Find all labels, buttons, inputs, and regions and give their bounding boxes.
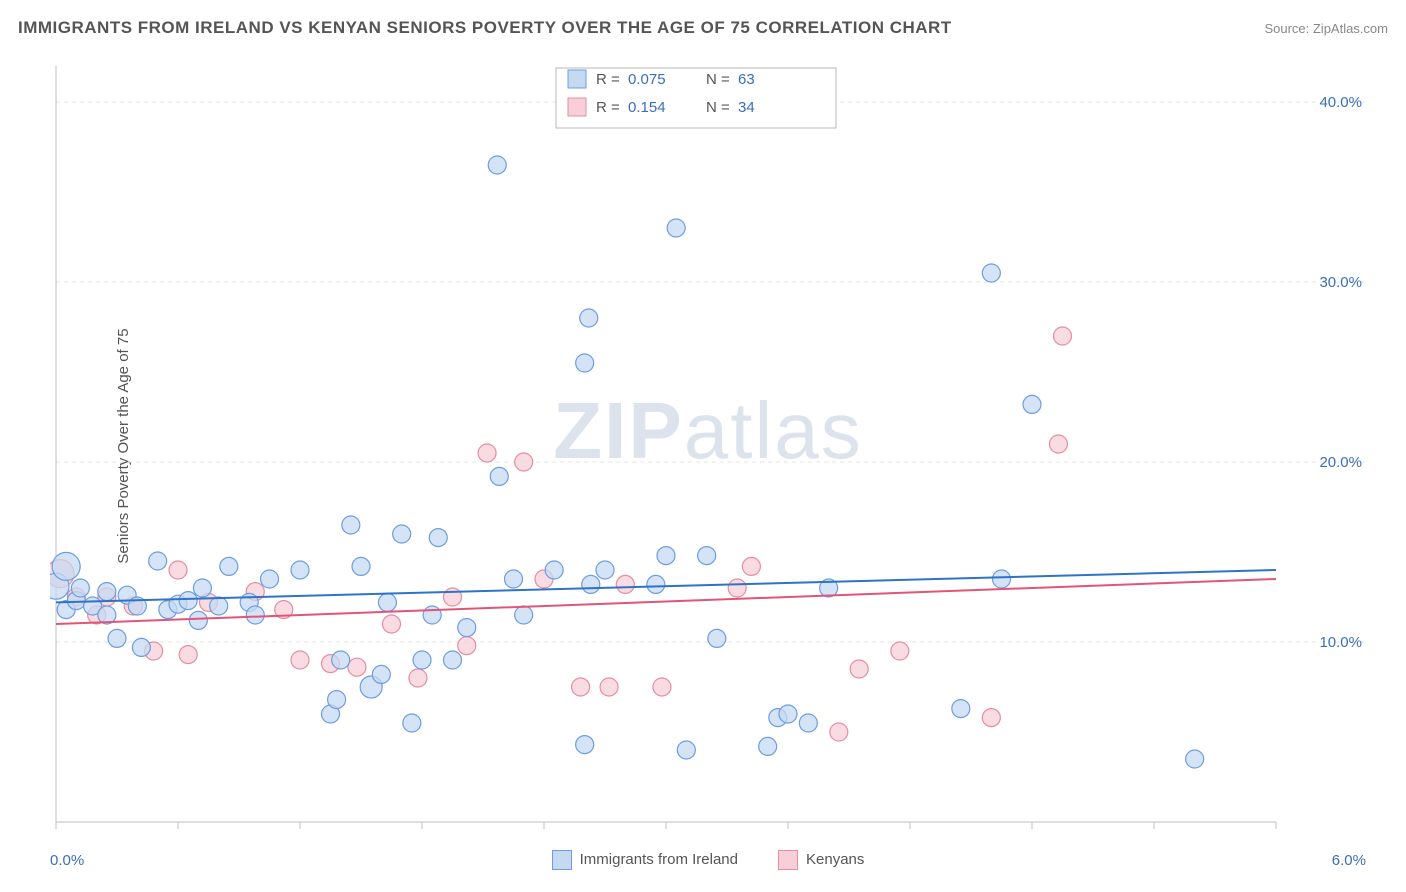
svg-text:40.0%: 40.0%: [1319, 94, 1362, 111]
svg-text:34: 34: [738, 99, 755, 116]
swatch-kenyans: [778, 850, 798, 870]
x-axis-legend-row: 0.0% Immigrants from Ireland Kenyans 6.0…: [50, 850, 1366, 870]
chart-title: IMMIGRANTS FROM IRELAND VS KENYAN SENIOR…: [18, 18, 952, 38]
legend-item-ireland: Immigrants from Ireland: [552, 850, 738, 870]
svg-text:N =: N =: [706, 71, 730, 88]
chart-svg: 10.0% 20.0% 30.0% 40.0% R = 0.075 N = 63 R = 0…: [50, 60, 1366, 832]
legend-label-kenyans: Kenyans: [806, 851, 864, 868]
svg-text:30.0%: 30.0%: [1319, 274, 1362, 291]
svg-text:R =: R =: [596, 99, 620, 116]
svg-text:63: 63: [738, 71, 755, 88]
legend-label-ireland: Immigrants from Ireland: [580, 851, 738, 868]
source-name: ZipAtlas.com: [1313, 21, 1388, 36]
x-tick-max: 6.0%: [1332, 852, 1366, 869]
source-attribution: Source: ZipAtlas.com: [1264, 21, 1388, 36]
swatch-ireland: [552, 850, 572, 870]
series-legend: Immigrants from Ireland Kenyans: [552, 850, 865, 870]
svg-text:0.154: 0.154: [628, 99, 666, 116]
legend-item-kenyans: Kenyans: [778, 850, 864, 870]
svg-text:N =: N =: [706, 99, 730, 116]
svg-text:0.075: 0.075: [628, 71, 666, 88]
source-prefix: Source:: [1264, 21, 1312, 36]
scatter-chart: 10.0% 20.0% 30.0% 40.0% R = 0.075 N = 63 R = 0…: [50, 60, 1366, 832]
svg-text:R =: R =: [596, 71, 620, 88]
svg-text:10.0%: 10.0%: [1319, 634, 1362, 651]
svg-text:20.0%: 20.0%: [1319, 454, 1362, 471]
chart-header: IMMIGRANTS FROM IRELAND VS KENYAN SENIOR…: [18, 18, 1388, 38]
x-tick-min: 0.0%: [50, 852, 84, 869]
